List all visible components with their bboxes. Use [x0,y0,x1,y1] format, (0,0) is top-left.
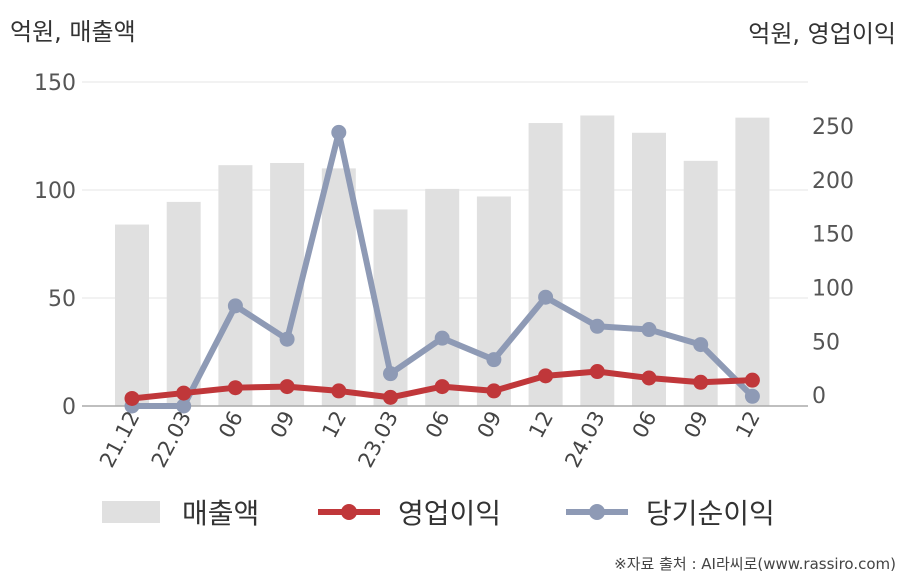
x-tick-label: 23.03 [353,407,402,471]
sales-bar [218,165,253,406]
right-tick-label: 50 [812,330,840,355]
operating-profit-point [641,370,657,386]
legend-item-operating-profit: 영업이익 [318,492,501,532]
operating-profit-point [744,372,760,388]
sales-bar [683,160,718,406]
sales-bar [321,168,356,406]
x-tick-label: 06 [628,407,662,442]
operating-profit-point [279,379,295,395]
x-tick-label: 06 [214,407,248,442]
right-tick-label: 250 [812,115,854,140]
legend-operating-profit-label: 영업이익 [398,497,502,530]
profit-lines [124,124,760,414]
net-income-point [227,298,243,314]
x-tick-label: 09 [679,407,713,442]
sales-bar [425,188,460,406]
x-axis-ticks: 21.12 22.03 06 09 12 23.03 06 09 12 24.03 06 09 12 [95,407,765,471]
x-tick-label: 06 [421,407,455,442]
operating-profit-point [693,374,709,390]
legend-net-income-swatch [566,501,628,523]
sales-bar [476,196,511,406]
legend-operating-profit-swatch [318,501,380,523]
x-tick-label: 21.12 [95,407,144,471]
x-tick-label: 24.03 [560,407,609,471]
operating-profit-point [589,364,605,380]
net-income-point [641,322,657,338]
operating-profit-point [486,383,502,399]
left-axis-title: 억원, 매출액 [10,18,136,46]
x-tick-label: 09 [473,407,507,442]
legend-sales-swatch [102,501,160,523]
net-income-point [538,289,554,305]
net-income-point [434,330,450,346]
sales-bar [580,115,615,406]
net-income-point [383,366,398,382]
operating-profit-point [383,389,398,405]
right-tick-label: 150 [812,223,854,248]
sales-bars [115,115,770,406]
right-tick-label: 0 [812,384,826,409]
right-tick-label: 100 [812,277,854,302]
left-tick-label: 0 [62,395,76,420]
right-axis-title: 억원, 영업이익 [748,20,896,48]
x-tick-label: 22.03 [147,407,196,471]
operating-profit-point [176,385,192,401]
sales-bar [166,201,201,406]
left-tick-label: 50 [48,287,76,312]
net-income-point [744,388,760,404]
operating-profit-point [331,383,347,399]
x-tick-label: 09 [266,407,300,442]
right-tick-label: 200 [812,169,854,194]
sales-bar [528,123,563,406]
sales-bar [735,117,770,406]
net-income-point [486,352,502,368]
legend-item-sales: 매출액 [102,492,259,532]
operating-profit-point [538,368,554,384]
net-income-point [176,398,192,414]
legend-sales-label: 매출액 [182,497,260,530]
net-income-point [693,337,709,353]
legend-item-net-income: 당기순이익 [566,492,775,532]
legend-net-income-label: 당기순이익 [646,497,775,530]
net-income-point [279,331,295,347]
x-tick-label: 12 [731,407,765,442]
left-tick-label: 150 [34,71,76,96]
operating-profit-point [227,380,243,396]
right-axis-ticks: 0 50 100 150 200 250 [812,115,854,409]
operating-profit-point [124,390,140,406]
sales-bar [115,224,149,406]
sales-bar [632,132,666,406]
x-tick-label: 12 [524,407,558,442]
net-income-point [589,318,605,334]
source-note: ※자료 출처 : AI라씨로(www.rassiro.com) [614,555,896,573]
left-tick-label: 100 [34,179,76,204]
x-tick-label: 12 [317,407,351,442]
net-income-point [331,124,347,140]
operating-profit-point [434,379,450,395]
left-axis-ticks: 0 50 100 150 [34,71,76,420]
